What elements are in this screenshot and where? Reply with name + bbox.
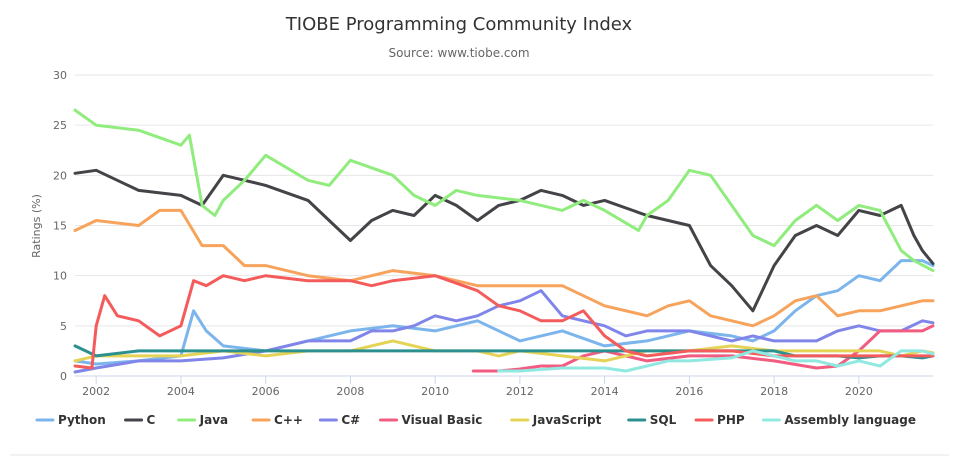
legend-label[interactable]: JavaScript <box>532 413 602 427</box>
y-tick-label: 15 <box>53 220 67 233</box>
series-line-c-[interactable] <box>73 208 935 328</box>
y-tick-label: 30 <box>53 69 67 82</box>
legend-label[interactable]: Visual Basic <box>402 413 483 427</box>
y-axis-title: Ratings (%) <box>30 194 43 258</box>
series-line-python[interactable] <box>73 259 935 366</box>
series-line-visual-basic[interactable] <box>471 324 935 373</box>
legend-item-c-[interactable]: C++ <box>251 413 303 427</box>
series-line-assembly-language[interactable] <box>497 349 935 373</box>
x-tick-label: 2004 <box>167 385 195 398</box>
x-tick-label: 2010 <box>421 385 449 398</box>
x-tick-label: 2014 <box>591 385 619 398</box>
grid <box>75 74 933 377</box>
series-line-php[interactable] <box>73 274 935 370</box>
chart-subtitle: Source: www.tiobe.com <box>388 46 529 60</box>
series-line-c[interactable] <box>73 168 935 313</box>
x-tick-label: 2016 <box>675 385 703 398</box>
x-tick-label: 2018 <box>760 385 788 398</box>
legend-label[interactable]: SQL <box>650 413 677 427</box>
legend-label[interactable]: C# <box>341 413 360 427</box>
legend-item-php[interactable]: PHP <box>694 413 745 427</box>
y-tick-label: 5 <box>60 320 67 333</box>
x-tick-label: 2012 <box>506 385 534 398</box>
legend-item-assembly-language[interactable]: Assembly language <box>761 413 916 427</box>
legend-label[interactable]: C <box>147 413 156 427</box>
legend-label[interactable]: C++ <box>274 413 303 427</box>
y-tick-label: 10 <box>53 270 67 283</box>
legend-item-javascript[interactable]: JavaScript <box>510 413 602 427</box>
x-tick-label: 2020 <box>845 385 873 398</box>
y-axis: 0 5 10 15 20 25 30 <box>53 69 67 383</box>
legend-item-java[interactable]: Java <box>177 413 228 427</box>
legend-item-c[interactable]: C <box>124 413 156 427</box>
x-tick-label: 2006 <box>252 385 280 398</box>
legend-item-sql[interactable]: SQL <box>627 413 677 427</box>
legend-label[interactable]: Assembly language <box>784 413 916 427</box>
legend-label[interactable]: PHP <box>717 413 745 427</box>
legend-label[interactable]: Python <box>58 413 106 427</box>
legend-item-visual-basic[interactable]: Visual Basic <box>379 413 483 427</box>
legend-item-python[interactable]: Python <box>35 413 106 427</box>
y-tick-label: 0 <box>60 370 67 383</box>
y-tick-label: 20 <box>53 169 67 182</box>
series-line-java[interactable] <box>73 108 935 273</box>
chart-title: TIOBE Programming Community Index <box>285 14 633 35</box>
y-tick-label: 25 <box>53 119 67 132</box>
series-group <box>73 108 935 374</box>
series-line-c-[interactable] <box>73 289 935 374</box>
legend-label[interactable]: Java <box>199 413 228 427</box>
x-axis: 2002 2004 2006 2008 2010 2012 2014 2016 2018 2020 <box>75 375 933 398</box>
x-tick-label: 2002 <box>82 385 110 398</box>
x-tick-label: 2008 <box>336 385 364 398</box>
legend-item-c-[interactable]: C# <box>318 413 360 427</box>
legend: Python C Java C++ C# Visual Basic JavaScript SQ… <box>35 413 916 427</box>
